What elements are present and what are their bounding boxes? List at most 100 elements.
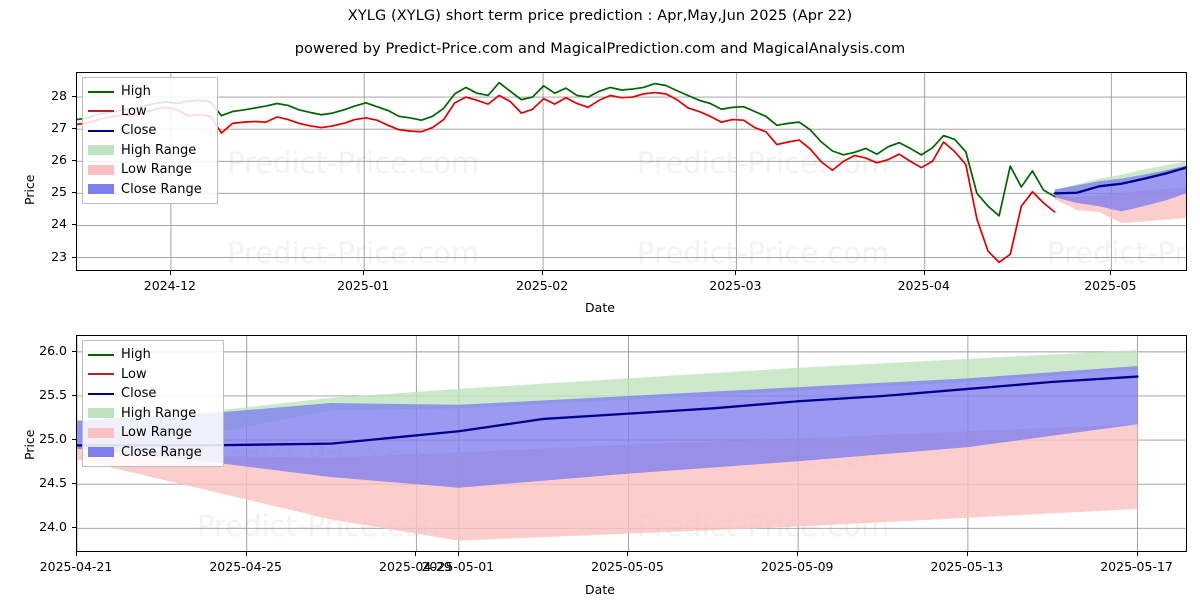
overview-x-tick-label: 2025-05	[1084, 278, 1137, 293]
overview-y-tick-label: 28	[51, 88, 67, 104]
forecast-y-tick-mark	[72, 527, 76, 529]
forecast-x-tick-label: 2025-05-17	[1100, 559, 1173, 574]
overview-legend-label: Close	[121, 123, 157, 139]
overview-x-tick-mark	[363, 271, 365, 275]
forecast-legend-item-close: Close	[88, 384, 217, 404]
forecast-legend-item-high-range: High Range	[88, 404, 217, 424]
forecast-legend-item-high: High	[88, 345, 217, 365]
overview-legend: High Low Close High Range Low Range Close Ran…	[82, 77, 218, 204]
overview-plot-area: Predict-Price.com Predict-Price.com Predic…	[76, 72, 1187, 271]
forecast-plot-area: Predict-Price.comPredict-Price.comPredic…	[76, 335, 1187, 552]
forecast-x-tick-mark	[415, 552, 417, 556]
forecast-legend-label: Close Range	[121, 444, 202, 460]
overview-x-axis-label: Date	[585, 300, 615, 315]
forecast-legend-swatch-close-icon	[88, 392, 114, 395]
forecast-legend-swatch-high-icon	[88, 353, 114, 356]
forecast-x-tick-mark	[245, 552, 247, 556]
forecast-y-tick-label: 25.5	[39, 386, 67, 402]
overview-legend-item-low: Low	[88, 102, 211, 122]
forecast-legend-swatch-close-range-icon	[88, 447, 114, 458]
overview-legend-item-close: Close	[88, 121, 211, 141]
forecast-x-tick-label: 2025-05-05	[591, 559, 664, 574]
forecast-legend: High Low Close High Range Low Range Close Ran…	[82, 340, 224, 467]
forecast-y-tick-label: 25.0	[39, 431, 67, 447]
forecast-legend-label: High	[121, 347, 151, 363]
overview-y-tick-mark	[72, 224, 76, 226]
overview-y-tick-mark	[72, 256, 76, 258]
overview-x-tick-label: 2024-12	[143, 278, 196, 293]
overview-legend-item-low-range: Low Range	[88, 160, 211, 180]
svg-text:Predict-Price.com: Predict-Price.com	[1047, 236, 1187, 270]
forecast-chart-panel: Price Predict-Price.comPredict-Price.com…	[0, 320, 1200, 600]
forecast-legend-swatch-low-range-icon	[88, 427, 114, 438]
page-title: XYLG (XYLG) short term price prediction …	[347, 8, 853, 24]
forecast-y-tick-label: 24.5	[39, 475, 67, 491]
forecast-x-tick-mark	[76, 552, 77, 556]
overview-x-tick-label: 2025-04	[897, 278, 950, 293]
svg-text:Predict-Price.com: Predict-Price.com	[637, 146, 889, 180]
overview-legend-label: High Range	[121, 142, 197, 158]
overview-legend-swatch-close-icon	[88, 129, 114, 132]
forecast-legend-swatch-low-icon	[88, 373, 114, 376]
forecast-x-tick-mark	[457, 552, 459, 556]
overview-chart-panel: Price Predict-Price.com Predict-Price.com…	[22, 72, 1187, 315]
overview-legend-label: Low Range	[121, 162, 192, 178]
forecast-legend-label: Low	[121, 366, 147, 382]
overview-legend-label: Low	[121, 103, 147, 119]
forecast-y-tick-mark	[72, 350, 76, 352]
forecast-legend-item-low-range: Low Range	[88, 423, 217, 443]
forecast-x-tick-label: 2025-04-29	[379, 559, 452, 574]
forecast-x-axis-label: Date	[585, 582, 615, 597]
forecast-legend-label: Low Range	[121, 425, 192, 441]
svg-text:Predict-Price.com: Predict-Price.com	[227, 236, 479, 270]
forecast-legend-label: High Range	[121, 405, 197, 421]
overview-x-tick-mark	[735, 271, 737, 275]
overview-plot-svg: Predict-Price.com Predict-Price.com Predic…	[77, 73, 1187, 270]
svg-text:Predict-Price.com: Predict-Price.com	[637, 236, 889, 270]
forecast-x-tick-label: 2025-04-25	[209, 559, 283, 574]
forecast-x-tick-label: 2025-05-09	[760, 559, 834, 574]
overview-legend-swatch-high-range-icon	[88, 145, 114, 156]
forecast-x-tick-mark	[966, 552, 968, 556]
overview-x-tick-mark	[1110, 271, 1112, 275]
overview-x-tick-mark	[169, 271, 171, 275]
forecast-legend-label: Close	[121, 386, 157, 402]
overview-y-tick-label: 23	[51, 248, 67, 264]
overview-legend-swatch-high-icon	[88, 90, 114, 93]
forecast-y-tick-mark	[72, 439, 76, 441]
overview-legend-label: High	[121, 84, 151, 100]
forecast-legend-item-low: Low	[88, 365, 217, 385]
overview-legend-item-high: High	[88, 82, 211, 102]
overview-legend-swatch-low-icon	[88, 110, 114, 113]
forecast-legend-item-close-range: Close Range	[88, 443, 217, 463]
forecast-y-tick-label: 26.0	[39, 342, 67, 358]
forecast-y-tick-mark	[72, 394, 76, 396]
forecast-y-tick-label: 24.0	[39, 519, 67, 535]
overview-y-tick-mark	[72, 96, 76, 98]
forecast-x-tick-label: 2025-04-21	[39, 559, 113, 574]
overview-legend-swatch-low-range-icon	[88, 164, 114, 175]
forecast-x-tick-mark	[627, 552, 629, 556]
overview-y-tick-label: 27	[51, 120, 67, 136]
overview-legend-item-close-range: Close Range	[88, 180, 211, 200]
overview-y-tick-mark	[72, 160, 76, 162]
forecast-y-tick-mark	[72, 483, 76, 485]
page-subtitle: powered by Predict-Price.com and Magical…	[294, 41, 906, 57]
forecast-x-tick-label: 2025-05-01	[421, 559, 495, 574]
overview-y-tick-mark	[72, 192, 76, 194]
overview-y-tick-label: 25	[51, 184, 67, 200]
overview-x-tick-label: 2025-03	[709, 278, 762, 293]
overview-legend-label: Close Range	[121, 181, 202, 197]
forecast-plot-svg: Predict-Price.comPredict-Price.comPredic…	[77, 336, 1186, 551]
overview-legend-item-high-range: High Range	[88, 141, 211, 161]
forecast-legend-swatch-high-range-icon	[88, 408, 114, 419]
forecast-x-tick-mark	[797, 552, 799, 556]
overview-y-tick-label: 24	[51, 216, 67, 232]
overview-x-tick-mark	[923, 271, 925, 275]
svg-text:Predict-Price.com: Predict-Price.com	[227, 146, 479, 180]
forecast-x-tick-label: 2025-05-13	[930, 559, 1004, 574]
overview-x-tick-mark	[542, 271, 544, 275]
overview-x-tick-label: 2025-02	[515, 278, 569, 293]
overview-y-tick-mark	[72, 128, 76, 130]
